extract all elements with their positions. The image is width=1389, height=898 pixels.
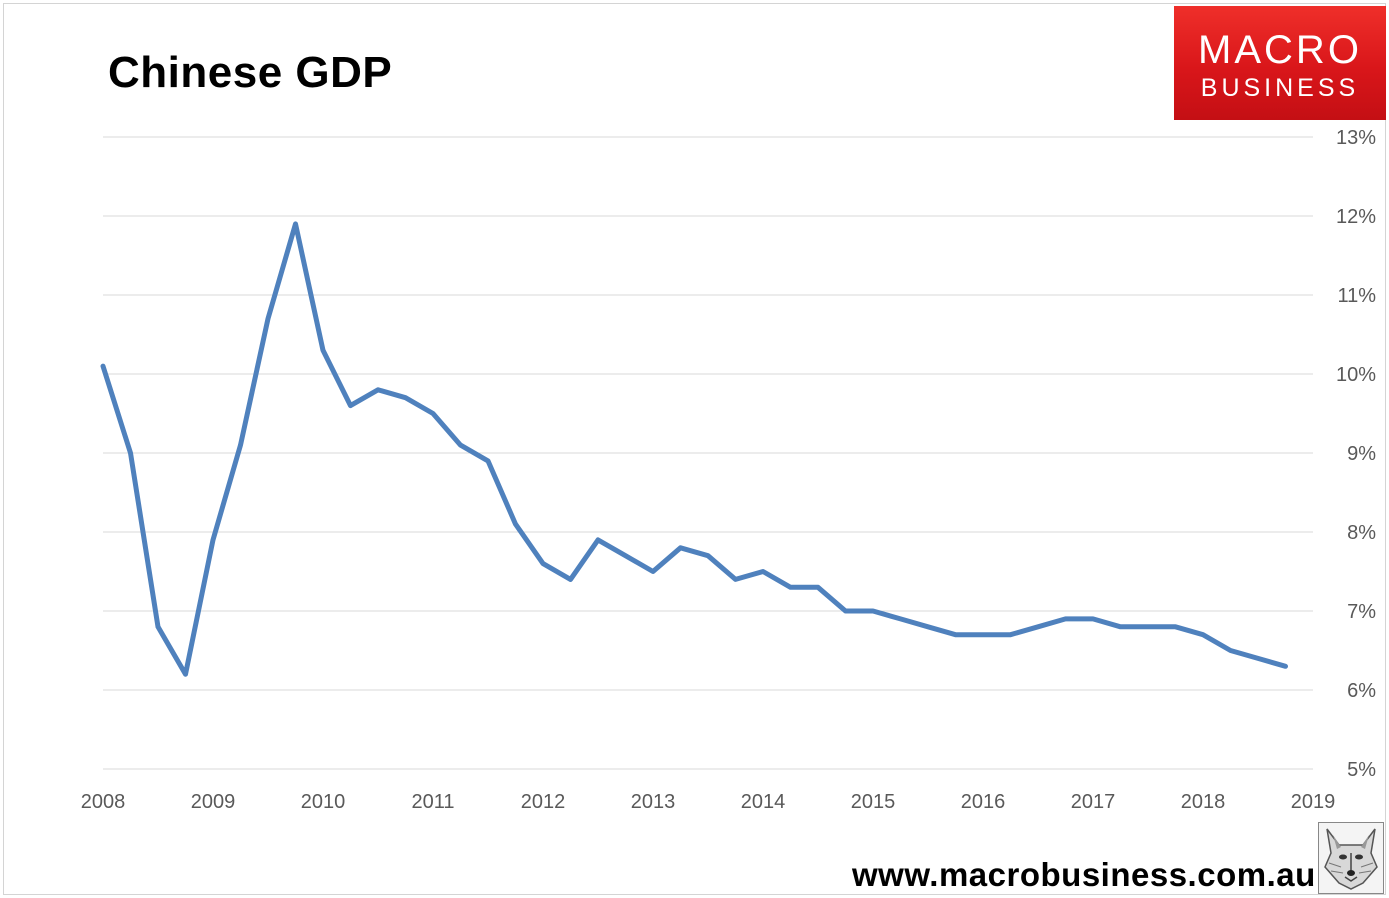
y-tick-label: 11% xyxy=(1337,285,1376,307)
y-tick-label: 8% xyxy=(1347,522,1376,544)
gridlines xyxy=(103,136,1313,770)
chart-title: Chinese GDP xyxy=(108,48,393,97)
y-tick-label: 6% xyxy=(1347,680,1376,702)
x-tick-label: 2014 xyxy=(741,791,786,813)
x-tick-label: 2010 xyxy=(301,791,346,813)
wolf-icon xyxy=(1324,828,1378,890)
x-tick-label: 2011 xyxy=(411,791,454,813)
y-tick-label: 13% xyxy=(1336,127,1376,149)
y-tick-label: 12% xyxy=(1336,206,1376,228)
x-tick-label: 2009 xyxy=(191,791,236,813)
y-tick-label: 9% xyxy=(1347,443,1376,465)
logo-line-1: MACRO xyxy=(1198,28,1362,72)
y-tick-label: 7% xyxy=(1347,601,1376,623)
x-tick-label: 2013 xyxy=(631,791,676,813)
x-tick-label: 2015 xyxy=(851,791,896,813)
y-tick-label: 5% xyxy=(1347,759,1376,781)
y-axis-ticks: 5% 6% 7% 8% 9% 10% 11% 12% 13% xyxy=(1336,127,1376,781)
x-axis-ticks: 2008 2009 2010 2011 2012 2013 2014 2015 2016 2017… xyxy=(81,791,1336,813)
x-tick-label: 2017 xyxy=(1071,791,1116,813)
x-tick-label: 2019 xyxy=(1291,791,1336,813)
x-tick-label: 2012 xyxy=(521,791,566,813)
macrobusiness-logo: MACRO BUSINESS xyxy=(1174,6,1386,120)
wolf-mascot-image xyxy=(1318,822,1384,894)
y-tick-label: 10% xyxy=(1336,364,1376,386)
series-line-gdp xyxy=(100,221,1288,677)
series-group xyxy=(100,221,1288,677)
x-tick-label: 2018 xyxy=(1181,791,1226,813)
x-tick-label: 2016 xyxy=(961,791,1006,813)
chart-frame xyxy=(3,3,1386,895)
website-url: www.macrobusiness.com.au xyxy=(852,856,1316,893)
logo-line-2: BUSINESS xyxy=(1200,74,1360,102)
x-tick-label: 2008 xyxy=(81,791,126,813)
